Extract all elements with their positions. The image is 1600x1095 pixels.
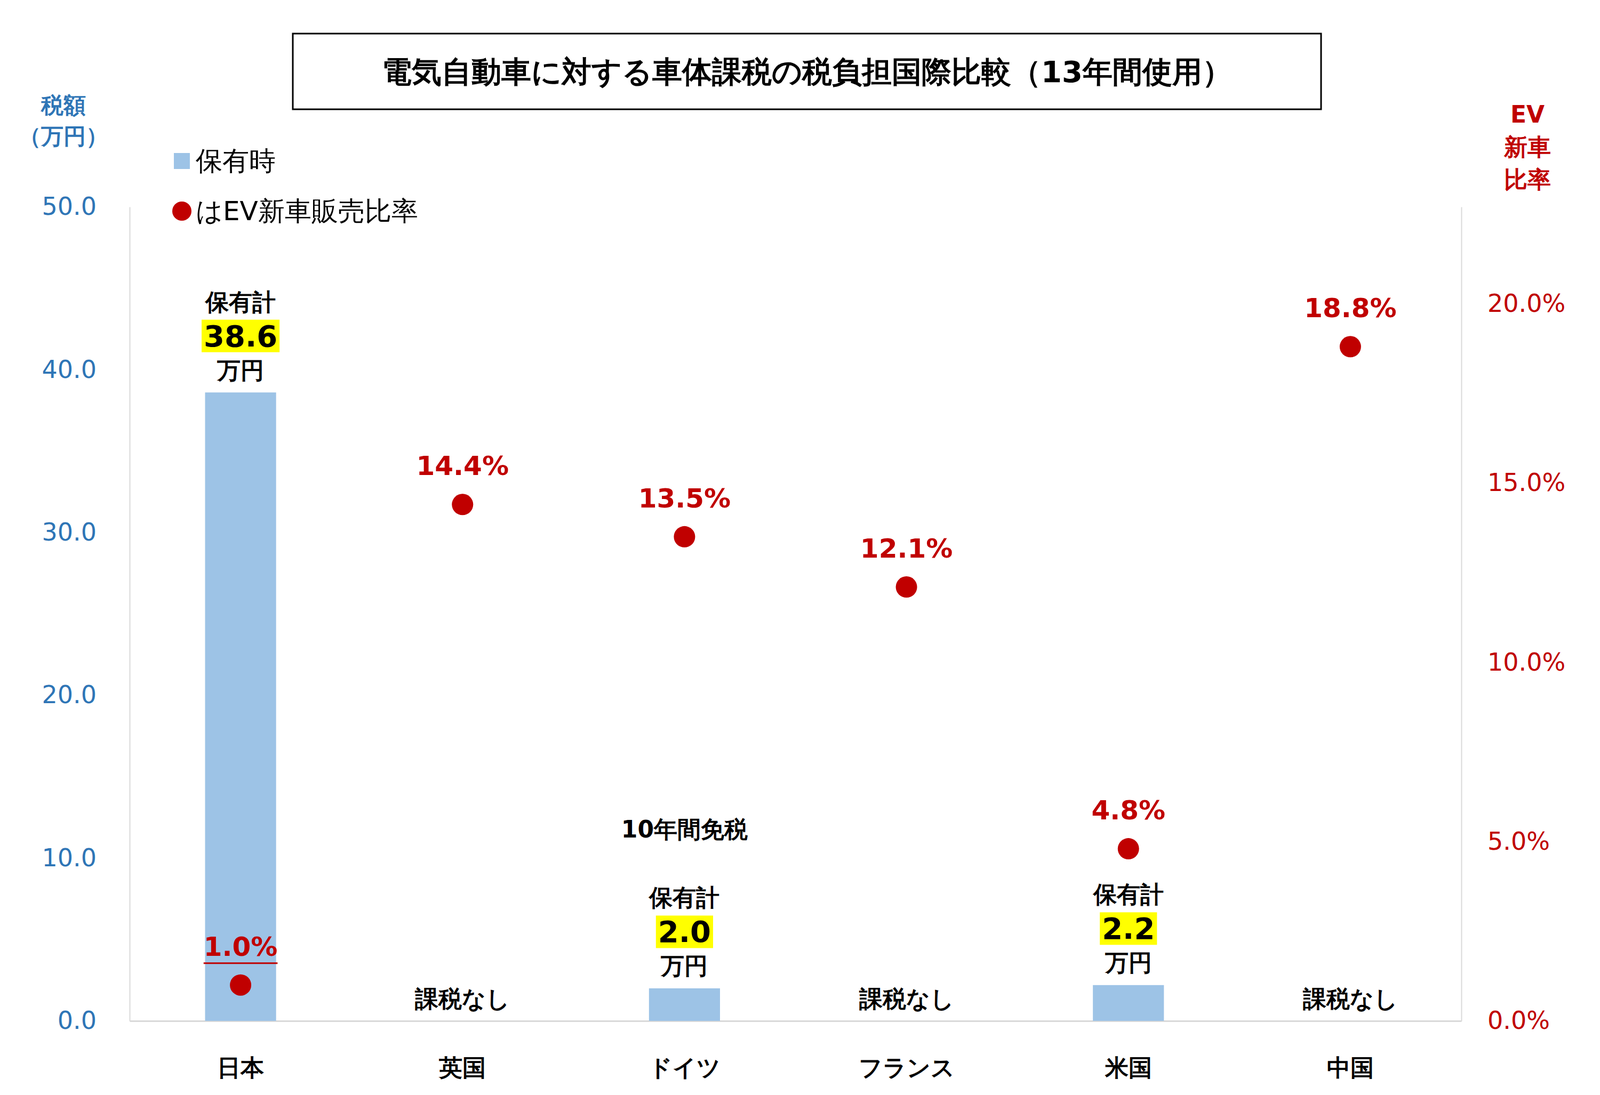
y-tick: 0.0 <box>57 1006 97 1036</box>
point <box>229 974 252 997</box>
bar <box>1092 985 1164 1022</box>
y-axis-line <box>129 207 131 1022</box>
bar-label-line: 課税なし <box>858 985 955 1013</box>
title: 電気自動車に対する車体課税の税負担国際比較（13年間使用） <box>381 54 1232 90</box>
x-axis: 日本 英国 ドイツ フランス 米国 中国 <box>130 1021 1462 1083</box>
legend-swatch <box>172 201 192 221</box>
bar <box>1314 1021 1386 1022</box>
legend-label: 保有時 <box>195 145 276 177</box>
annotation: 10年間免税 <box>621 816 748 844</box>
x-tick-label: 中国 <box>1326 1054 1374 1082</box>
y-tick-label: 30.0 <box>42 517 97 547</box>
y2-axis: 0.0% 5.0% 10.0% 15.0% 20.0% <box>1461 207 1566 1036</box>
plot-marks <box>204 336 1361 1022</box>
bar-label: 課税なし <box>858 985 955 1013</box>
bar-label-line: 保有計 <box>648 884 720 912</box>
y-tick: 30.0 <box>42 517 97 547</box>
x-tick: 日本 <box>217 1054 264 1082</box>
bar-label-line: 万円 <box>216 356 264 384</box>
x-tick: 米国 <box>1104 1054 1152 1082</box>
y-axis-title: 税額（万円） <box>18 92 109 150</box>
bar-label: 課税なし <box>1302 985 1398 1013</box>
y-axis: 0.0 10.0 20.0 30.0 40.0 50.0 <box>42 192 131 1036</box>
x-tick: 中国 <box>1326 1054 1374 1082</box>
point-label: 18.8% <box>1304 292 1397 324</box>
x-tick-label: 米国 <box>1104 1054 1152 1082</box>
legend: 保有時はEV新車販売比率 <box>172 145 419 227</box>
bar-label-line: 課税なし <box>414 985 510 1013</box>
bar-label: 保有計2.2万円 <box>1092 881 1164 977</box>
bar <box>204 392 276 1022</box>
y2-tick: 15.0% <box>1487 468 1566 498</box>
y2-axis-title: EV新車比率 <box>1503 100 1551 194</box>
bar <box>427 1021 499 1022</box>
y-tick: 10.0 <box>42 843 97 873</box>
point <box>896 576 918 598</box>
point <box>673 526 695 548</box>
y-tick-label: 20.0 <box>42 680 97 710</box>
legend-label: はEV新車販売比率 <box>195 195 419 227</box>
bar <box>870 1021 942 1022</box>
legend-swatch <box>173 153 190 170</box>
bar-label: 保有計38.6万円 <box>201 288 280 384</box>
bar-label-line: 万円 <box>1104 949 1152 977</box>
y-tick-label: 10.0 <box>42 843 97 873</box>
y2-tick-label: 0.0% <box>1487 1006 1550 1036</box>
bar <box>649 988 720 1022</box>
title-frame <box>292 33 1322 110</box>
y-tick: 40.0 <box>42 355 97 384</box>
bar-label-line: 2.0 <box>658 914 711 950</box>
data-labels: 保有計38.6万円課税なし保有計2.0万円課税なし保有計2.2万円課税なし1.0… <box>201 288 1398 1013</box>
point-label: 13.5% <box>638 483 731 515</box>
y-tick-label: 40.0 <box>42 355 97 384</box>
title-box: 電気自動車に対する車体課税の税負担国際比較（13年間使用） <box>292 33 1322 110</box>
x-tick-label: 英国 <box>438 1054 486 1082</box>
y2-tick: 5.0% <box>1487 827 1550 856</box>
x-axis-line <box>130 1020 1462 1023</box>
bar-label-line: 課税なし <box>1302 985 1398 1013</box>
y2-axis-line <box>1461 207 1463 1022</box>
y2-tick-label: 15.0% <box>1487 468 1566 498</box>
x-tick-label: 日本 <box>217 1054 264 1082</box>
x-tick-label: フランス <box>858 1054 955 1082</box>
y-tick: 20.0 <box>42 680 97 710</box>
x-tick: フランス <box>858 1054 955 1082</box>
point <box>1339 336 1362 358</box>
y-tick: 50.0 <box>42 192 97 221</box>
y2-tick-label: 5.0% <box>1487 827 1550 856</box>
bar-label: 保有計2.0万円 <box>648 884 720 980</box>
point-label: 12.1% <box>860 533 953 565</box>
point <box>1117 838 1140 860</box>
x-tick: 英国 <box>438 1054 486 1082</box>
y2-tick: 10.0% <box>1487 648 1566 677</box>
bar-label-line: 保有計 <box>204 288 276 316</box>
y2-tick: 0.0% <box>1487 1006 1550 1036</box>
bar-label-line: 2.2 <box>1101 911 1155 947</box>
bar-label: 課税なし <box>414 985 510 1013</box>
y2-tick: 20.0% <box>1487 289 1566 318</box>
bar-label-line: 万円 <box>660 952 708 980</box>
bar-label-line: 保有計 <box>1092 881 1164 909</box>
x-tick: ドイツ <box>648 1054 721 1082</box>
point-label: 14.4% <box>416 450 509 482</box>
y-tick-label: 0.0 <box>57 1006 97 1036</box>
y2-tick-label: 10.0% <box>1487 648 1566 677</box>
point <box>451 493 474 516</box>
x-tick-label: ドイツ <box>648 1054 721 1082</box>
point-label: 4.8% <box>1091 795 1166 827</box>
chart: 電気自動車に対する車体課税の税負担国際比較（13年間使用） 0.0 10.0 20.0… <box>0 0 1600 1095</box>
point-label: 1.0% <box>203 931 278 963</box>
label-underline <box>203 962 278 965</box>
bar-label-line: 38.6 <box>203 318 278 354</box>
y2-tick-label: 20.0% <box>1487 289 1566 318</box>
y-tick-label: 50.0 <box>42 192 97 221</box>
